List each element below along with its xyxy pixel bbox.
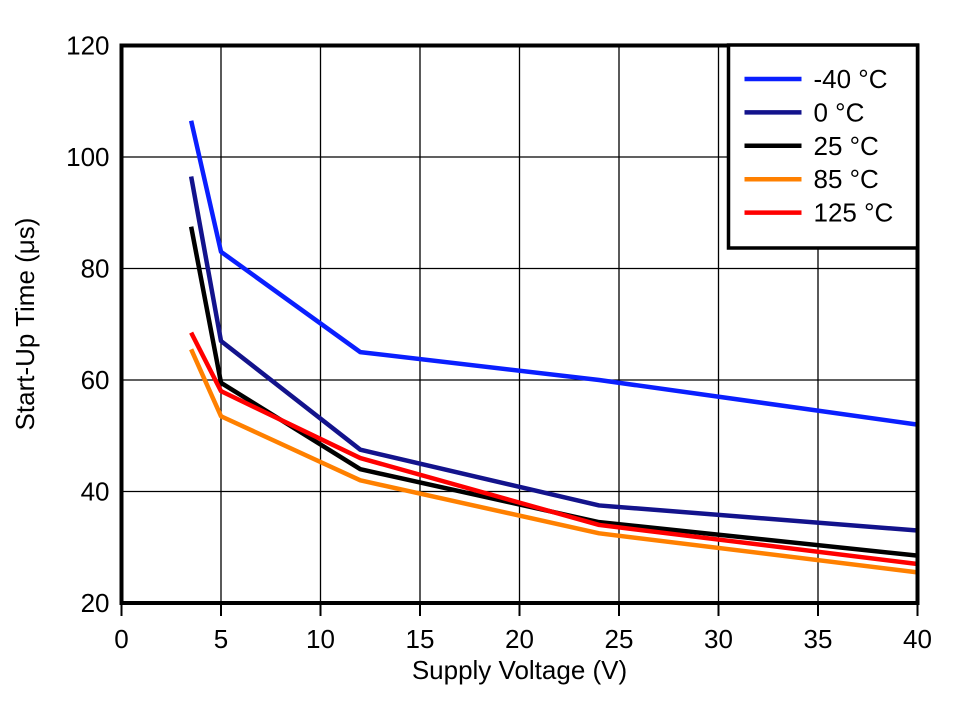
x-tick-label: 10	[306, 624, 335, 654]
legend-label: -40 °C	[814, 64, 888, 94]
y-tick-label: 120	[66, 31, 109, 61]
axis-ticks	[120, 605, 919, 616]
x-tick-label: 35	[804, 624, 833, 654]
x-axis-title: Supply Voltage (V)	[412, 655, 627, 685]
x-tick-label: 5	[214, 624, 228, 654]
y-tick-label: 40	[81, 477, 110, 507]
series-lines	[188, 120, 918, 575]
legend-label: 25 °C	[814, 131, 879, 161]
x-tick-label: 0	[114, 624, 128, 654]
legend: -40 °C0 °C 25 °C85 °C 125 °C	[726, 43, 920, 250]
y-axis-title: Start-Up Time (μs)	[10, 218, 40, 431]
series-line-4	[189, 331, 918, 567]
legend-label: 85 °C	[814, 164, 879, 194]
series-line-2	[188, 226, 918, 558]
y-tick-label: 100	[66, 142, 109, 172]
y-tick-label: 80	[81, 254, 110, 284]
x-tick-label: 40	[903, 624, 932, 654]
legend-label: 0 °C	[814, 97, 865, 127]
plot-border	[119, 43, 920, 605]
series-line-1	[188, 176, 918, 533]
y-tick-label: 60	[81, 365, 110, 395]
x-tick-label: 15	[406, 624, 435, 654]
y-tick-label: 20	[81, 588, 110, 618]
x-tick-label: 25	[605, 624, 634, 654]
series-line-3	[189, 348, 918, 575]
x-tick-label: 30	[704, 624, 733, 654]
series-line-0	[188, 120, 918, 427]
tick-labels: 0 5 10 15 20 25 30 35 40 20 40 60 80 100 120	[66, 31, 932, 655]
gridlines	[123, 47, 916, 601]
x-tick-label: 20	[505, 624, 534, 654]
legend-label: 125 °C	[814, 198, 894, 228]
